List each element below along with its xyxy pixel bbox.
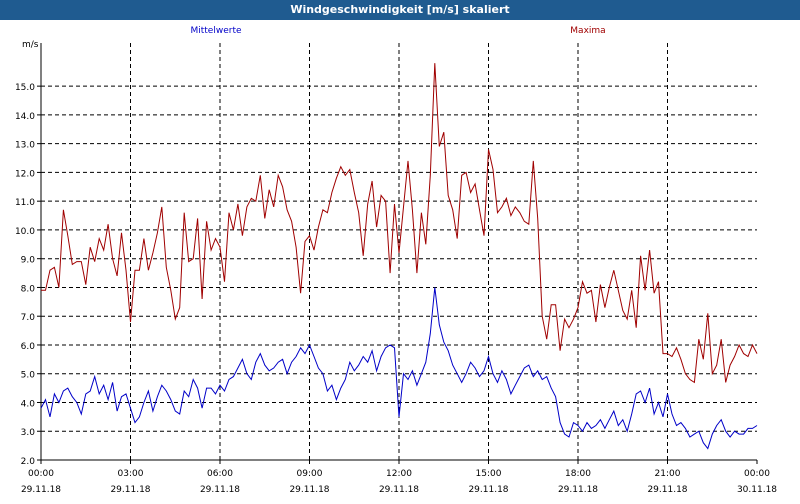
x-tick-time-label: 15:00	[476, 469, 502, 479]
x-tick-time-label: 00:00	[744, 469, 770, 479]
y-tick-label: 14.0	[15, 112, 35, 122]
x-tick-time-label: 21:00	[655, 469, 681, 479]
y-tick-label: 4.0	[21, 399, 36, 409]
y-tick-label: 9.0	[21, 256, 36, 266]
legend-mittelwerte: Mittelwerte	[190, 26, 241, 36]
x-tick-date-label: 29.11.18	[379, 485, 419, 495]
x-tick-time-label: 06:00	[207, 469, 233, 479]
x-tick-date-label: 29.11.18	[289, 485, 329, 495]
x-tick-time-label: 18:00	[565, 469, 591, 479]
x-tick-date-label: 29.11.18	[647, 485, 687, 495]
series	[40, 63, 758, 450]
y-tick-label: 6.0	[21, 342, 36, 352]
y-tick-label: 10.0	[15, 227, 35, 237]
x-tick-date-label: 29.11.18	[200, 485, 240, 495]
series-line-maxima	[41, 63, 758, 384]
y-tick-label: 12.0	[15, 169, 35, 179]
y-tick-label: 3.0	[21, 428, 36, 438]
y-tick-label: 5.0	[21, 371, 36, 381]
window-title: Windgeschwindigkeit [m/s] skaliert	[0, 0, 800, 20]
grid	[41, 43, 757, 461]
y-tick-label: 8.0	[21, 284, 36, 294]
x-tick-time-label: 09:00	[297, 469, 323, 479]
x-tick-time-label: 00:00	[28, 469, 54, 479]
x-tick-time-label: 12:00	[386, 469, 412, 479]
labels: 2.0 3.0 4.0 5.0 6.0 7.0 8.0 9.0 10.0 11.0 12.0 13.0…	[15, 26, 777, 495]
line-chart: 2.0 3.0 4.0 5.0 6.0 7.0 8.0 9.0 10.0 11.0 12.0 13.0…	[15, 26, 777, 495]
x-tick-date-label: 29.11.18	[558, 485, 598, 495]
y-tick-label: 2.0	[21, 457, 36, 467]
y-tick-label: 7.0	[21, 313, 36, 323]
y-tick-label: 11.0	[15, 198, 35, 208]
legend-maxima: Maxima	[570, 26, 605, 36]
axes	[37, 43, 758, 464]
series-line-mittelwerte	[40, 287, 758, 450]
chart-area: 2.0 3.0 4.0 5.0 6.0 7.0 8.0 9.0 10.0 11.0 12.0 13.0…	[0, 20, 800, 500]
y-tick-label: 15.0	[15, 83, 35, 93]
x-tick-time-label: 03:00	[118, 469, 144, 479]
x-tick-date-label: 30.11.18	[737, 485, 777, 495]
x-tick-date-label: 29.11.18	[110, 485, 150, 495]
y-axis-unit-label: m/s	[22, 40, 39, 50]
y-tick-label: 13.0	[15, 141, 35, 151]
x-tick-date-label: 29.11.18	[468, 485, 508, 495]
x-tick-date-label: 29.11.18	[21, 485, 61, 495]
